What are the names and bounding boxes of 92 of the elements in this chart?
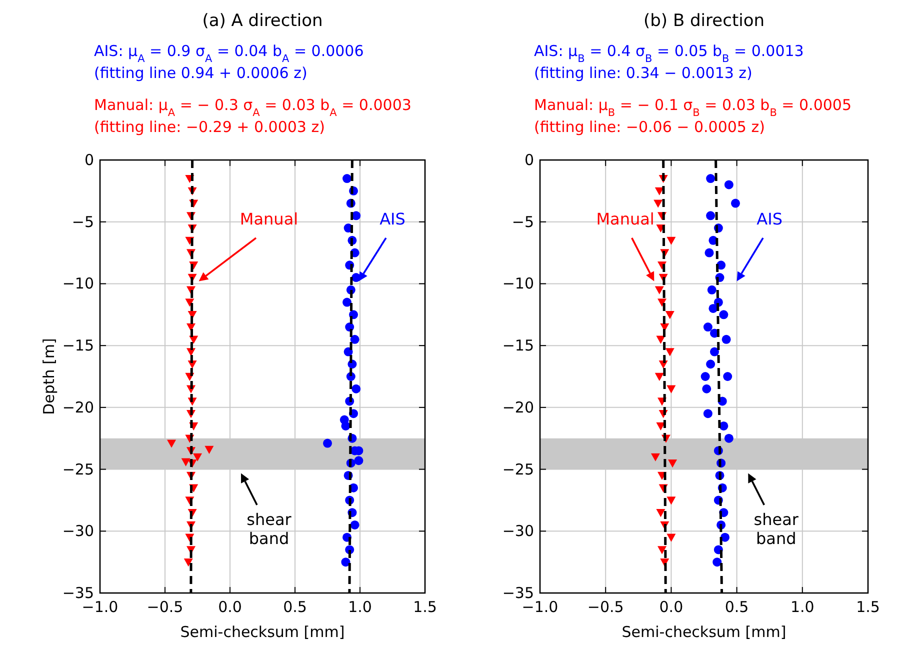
- point: [350, 334, 360, 344]
- point: [354, 456, 364, 466]
- y-tick-label: −20: [502, 398, 534, 416]
- text: (fitting line: −0.06 − 0.0005 z): [534, 118, 765, 136]
- point: [340, 415, 349, 424]
- point: [724, 434, 734, 443]
- point: [656, 336, 666, 344]
- y-tick-label: 0: [84, 151, 94, 169]
- chart-title: (a) A direction: [202, 11, 323, 31]
- text: Manual: μ$_{A}$ = − 0.3 σ$_{A}$ = 0.03 b$_{A}$ = 0.0003: [94, 96, 412, 119]
- y-tick-label: −20: [62, 398, 94, 416]
- point: [193, 453, 202, 462]
- point: [658, 546, 667, 554]
- x-tick-label: 0.5: [283, 598, 307, 616]
- x-tick-label: 0.5: [724, 598, 749, 616]
- point: [712, 558, 722, 567]
- point: [704, 248, 714, 258]
- x-tick-label: −0.5: [146, 598, 184, 616]
- x-axis-title: Semi-checksum [mm]: [622, 623, 786, 641]
- point: [656, 508, 666, 518]
- point: [342, 174, 352, 184]
- text: (fitting line: 0.34 − 0.0013 z): [534, 64, 752, 82]
- point: [719, 421, 728, 430]
- series-label: AIS: [380, 209, 406, 228]
- series-label: Manual: [596, 209, 654, 228]
- point: [708, 304, 718, 313]
- y-tick-label: −10: [62, 274, 94, 293]
- text: Manual: μ$_{B}$ = − 0.1 σ$_{B}$ = 0.03 b$_{B}$ = 0.0005: [534, 96, 852, 119]
- x-tick-label: 1.5: [856, 598, 880, 616]
- point: [350, 520, 360, 530]
- annotation: shear band: [246, 510, 292, 548]
- point: [666, 236, 676, 245]
- point: [703, 322, 712, 332]
- point: [654, 372, 664, 381]
- point: [719, 310, 728, 320]
- point: [700, 372, 710, 381]
- point: [665, 348, 674, 356]
- y-tick-label: −30: [502, 522, 534, 540]
- point: [665, 311, 674, 320]
- y-tick-label: −25: [502, 460, 534, 478]
- point: [341, 558, 350, 567]
- point: [666, 496, 676, 505]
- text: Manual: [240, 209, 298, 228]
- point: [730, 198, 740, 208]
- y-tick-label: −25: [62, 460, 94, 478]
- x-tick-label: 0.0: [659, 598, 684, 616]
- point: [204, 446, 214, 454]
- x-tick-label: 1.0: [348, 598, 372, 616]
- point: [181, 458, 190, 466]
- text: (fitting line: −0.29 + 0.0003 z): [94, 118, 325, 136]
- point: [666, 385, 676, 394]
- y-tick-label: −5: [72, 212, 94, 231]
- point: [706, 211, 716, 220]
- point: [707, 285, 716, 294]
- point: [167, 440, 176, 448]
- point: [724, 180, 734, 190]
- y-axis-title: Depth [m]: [40, 338, 58, 415]
- x-tick-label: 1.0: [790, 598, 814, 616]
- point: [323, 438, 332, 448]
- y-tick-label: −30: [62, 522, 94, 540]
- text: (fitting line 0.94 + 0.0006 z): [94, 64, 308, 82]
- series-label: AIS: [756, 209, 783, 228]
- annotation: shear band: [754, 510, 799, 548]
- point: [650, 453, 660, 462]
- x-tick-label: −0.5: [587, 598, 624, 616]
- point: [666, 534, 676, 542]
- x-axis-title: Semi-checksum [mm]: [180, 623, 345, 641]
- x-tick-label: 1.5: [413, 598, 437, 616]
- y-tick-label: 0: [524, 151, 534, 169]
- text: AIS: μ$_{A}$ = 0.9 σ$_{A}$ = 0.04 b$_{A}$ = 0.0006: [94, 42, 364, 65]
- y-tick-label: −15: [62, 336, 94, 355]
- point: [184, 558, 193, 567]
- y-tick-label: −15: [502, 336, 534, 355]
- point: [722, 334, 731, 344]
- point: [654, 286, 664, 294]
- point: [654, 200, 663, 208]
- y-tick-label: −10: [502, 274, 534, 293]
- point: [658, 298, 667, 307]
- point: [702, 384, 712, 394]
- y-tick-label: −5: [512, 212, 534, 231]
- point: [352, 384, 361, 394]
- point: [723, 372, 732, 381]
- point: [706, 360, 716, 369]
- x-tick-label: 0.0: [218, 598, 242, 616]
- point: [706, 174, 716, 184]
- point: [703, 409, 712, 418]
- chart-title: (b) B direction: [643, 11, 765, 31]
- point: [185, 298, 194, 307]
- point: [710, 347, 719, 356]
- point: [668, 460, 678, 468]
- point: [342, 298, 352, 307]
- text: AIS: μ$_{B}$ = 0.4 σ$_{B}$ = 0.05 b$_{B}$ = 0.0013: [534, 42, 804, 65]
